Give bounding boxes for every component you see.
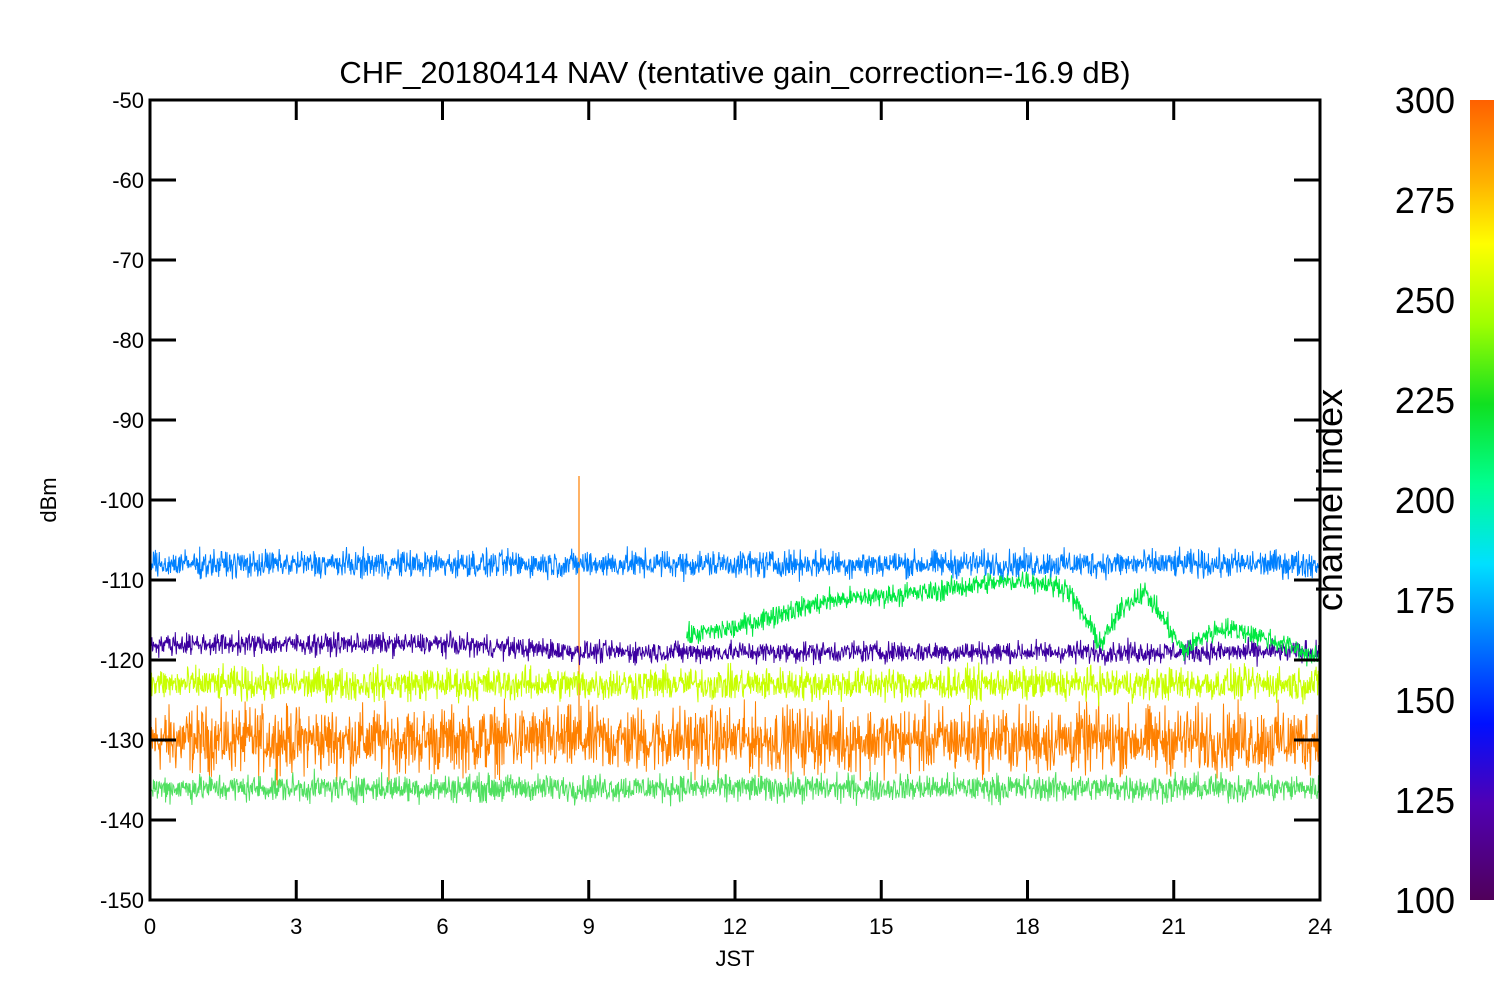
colorbar-label: channel index — [1309, 389, 1350, 611]
colorbar-tick-label: 225 — [1395, 380, 1455, 421]
y-tick-label: -110 — [102, 568, 144, 593]
series-layer — [150, 476, 1320, 807]
colorbar-tick-label: 275 — [1395, 180, 1455, 221]
y-axis-label: dBm — [36, 477, 61, 522]
colorbar-tick-label: 300 — [1395, 80, 1455, 121]
series-line-1 — [150, 662, 1320, 707]
y-tick-label: -150 — [100, 888, 144, 913]
colorbar-tick-label: 175 — [1395, 580, 1455, 621]
colorbar — [1470, 100, 1494, 900]
series-line-2 — [150, 768, 1320, 807]
y-tick-label: -130 — [100, 728, 144, 753]
x-tick-label: 3 — [290, 914, 302, 939]
colorbar-tick-label: 200 — [1395, 480, 1455, 521]
plot-frame — [148, 98, 1322, 902]
y-tick-label: -120 — [100, 648, 144, 673]
ticks-layer: 0 3 6 9 12 15 18 21 24 -50 -60 -70 -80 -90 -100 -110 -12… — [100, 88, 1332, 939]
y-tick-label: -90 — [112, 408, 144, 433]
x-tick-label: 21 — [1162, 914, 1186, 939]
x-tick-label: 12 — [723, 914, 747, 939]
series-line-4 — [685, 571, 1320, 667]
y-tick-label: -140 — [100, 808, 144, 833]
chart-title: CHF_20180414 NAV (tentative gain_correct… — [339, 55, 1130, 90]
series-line-3 — [150, 629, 1320, 667]
x-tick-label: 9 — [583, 914, 595, 939]
x-tick-label: 18 — [1015, 914, 1039, 939]
y-tick-label: -70 — [112, 248, 144, 273]
colorbar-tick-label: 100 — [1395, 880, 1455, 921]
colorbar-tick-label: 250 — [1395, 280, 1455, 321]
x-tick-label: 0 — [144, 914, 156, 939]
y-tick-label: -100 — [100, 488, 144, 513]
x-axis-label: JST — [715, 946, 754, 971]
x-tick-label: 15 — [869, 914, 893, 939]
colorbar-tick-label: 150 — [1395, 680, 1455, 721]
series-line-0 — [150, 696, 1320, 786]
y-tick-label: -80 — [112, 328, 144, 353]
x-tick-label: 24 — [1308, 914, 1332, 939]
colorbar-ticks: 100 125 150 175 200 225 250 275 300 — [1395, 80, 1455, 921]
series-line-5 — [150, 546, 1320, 583]
y-tick-label: -60 — [112, 168, 144, 193]
y-tick-label: -50 — [112, 88, 144, 113]
colorbar-tick-label: 125 — [1395, 780, 1455, 821]
x-tick-label: 6 — [436, 914, 448, 939]
